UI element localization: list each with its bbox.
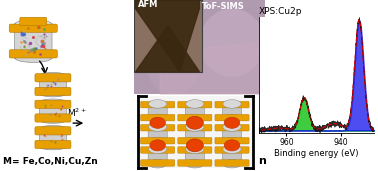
- FancyBboxPatch shape: [20, 17, 47, 25]
- Ellipse shape: [40, 99, 66, 104]
- Ellipse shape: [186, 116, 203, 129]
- Text: ToF-SIMS: ToF-SIMS: [202, 2, 245, 11]
- Ellipse shape: [150, 140, 166, 151]
- FancyBboxPatch shape: [185, 127, 204, 142]
- FancyBboxPatch shape: [39, 75, 67, 95]
- FancyBboxPatch shape: [35, 74, 71, 82]
- Ellipse shape: [223, 145, 241, 154]
- Ellipse shape: [149, 114, 167, 123]
- FancyBboxPatch shape: [141, 137, 175, 144]
- Text: AFM: AFM: [138, 0, 158, 9]
- FancyBboxPatch shape: [148, 149, 167, 164]
- FancyBboxPatch shape: [215, 114, 249, 121]
- FancyBboxPatch shape: [141, 124, 175, 131]
- Ellipse shape: [40, 118, 66, 123]
- FancyBboxPatch shape: [14, 23, 52, 59]
- FancyBboxPatch shape: [223, 149, 242, 164]
- FancyBboxPatch shape: [141, 160, 175, 166]
- FancyBboxPatch shape: [215, 160, 249, 166]
- FancyBboxPatch shape: [134, 0, 265, 94]
- FancyBboxPatch shape: [178, 114, 212, 121]
- Ellipse shape: [149, 137, 167, 146]
- FancyBboxPatch shape: [148, 127, 167, 142]
- Ellipse shape: [186, 159, 204, 168]
- Text: M= Fe,Co,Ni,Cu,Zn: M= Fe,Co,Ni,Cu,Zn: [3, 157, 98, 166]
- Ellipse shape: [149, 123, 167, 131]
- FancyBboxPatch shape: [223, 103, 242, 119]
- FancyBboxPatch shape: [215, 101, 249, 108]
- Ellipse shape: [224, 140, 240, 151]
- FancyBboxPatch shape: [178, 160, 212, 166]
- FancyBboxPatch shape: [215, 124, 249, 131]
- Ellipse shape: [186, 139, 203, 152]
- Ellipse shape: [40, 91, 66, 97]
- FancyBboxPatch shape: [134, 0, 202, 72]
- Ellipse shape: [40, 126, 66, 131]
- FancyBboxPatch shape: [9, 50, 57, 58]
- FancyBboxPatch shape: [141, 147, 175, 153]
- FancyBboxPatch shape: [178, 101, 212, 108]
- FancyBboxPatch shape: [148, 103, 167, 119]
- Polygon shape: [135, 0, 200, 72]
- Ellipse shape: [150, 117, 166, 128]
- FancyBboxPatch shape: [137, 96, 254, 168]
- Ellipse shape: [40, 144, 66, 150]
- FancyBboxPatch shape: [185, 103, 204, 119]
- FancyBboxPatch shape: [35, 127, 71, 135]
- FancyBboxPatch shape: [35, 114, 71, 122]
- Ellipse shape: [15, 20, 51, 28]
- FancyBboxPatch shape: [223, 127, 242, 142]
- Text: XPS:Cu2p: XPS:Cu2p: [259, 7, 302, 16]
- Ellipse shape: [223, 100, 241, 108]
- Ellipse shape: [149, 145, 167, 154]
- FancyBboxPatch shape: [178, 124, 212, 131]
- Polygon shape: [135, 26, 200, 72]
- Ellipse shape: [200, 9, 265, 77]
- FancyBboxPatch shape: [141, 114, 175, 121]
- X-axis label: Binding energy (eV): Binding energy (eV): [274, 149, 359, 158]
- Ellipse shape: [15, 54, 51, 62]
- Text: M$^{2+}$: M$^{2+}$: [67, 106, 86, 119]
- Text: n: n: [258, 156, 266, 166]
- Ellipse shape: [224, 117, 240, 128]
- Ellipse shape: [186, 100, 204, 108]
- FancyBboxPatch shape: [178, 147, 212, 153]
- Ellipse shape: [186, 114, 204, 123]
- Ellipse shape: [186, 145, 204, 154]
- FancyBboxPatch shape: [39, 101, 67, 121]
- Ellipse shape: [223, 114, 241, 123]
- Ellipse shape: [40, 73, 66, 78]
- FancyBboxPatch shape: [35, 100, 71, 108]
- FancyBboxPatch shape: [185, 149, 204, 164]
- Ellipse shape: [147, 43, 200, 94]
- FancyBboxPatch shape: [39, 128, 67, 148]
- FancyBboxPatch shape: [215, 137, 249, 144]
- Ellipse shape: [149, 159, 167, 168]
- FancyBboxPatch shape: [215, 147, 249, 153]
- Polygon shape: [160, 43, 265, 94]
- Ellipse shape: [186, 137, 204, 146]
- Ellipse shape: [223, 137, 241, 146]
- FancyBboxPatch shape: [35, 140, 71, 149]
- Ellipse shape: [223, 123, 241, 131]
- FancyBboxPatch shape: [178, 137, 212, 144]
- FancyBboxPatch shape: [141, 101, 175, 108]
- Ellipse shape: [186, 123, 204, 131]
- FancyBboxPatch shape: [35, 87, 71, 96]
- FancyBboxPatch shape: [9, 24, 57, 32]
- Ellipse shape: [149, 100, 167, 108]
- Ellipse shape: [223, 159, 241, 168]
